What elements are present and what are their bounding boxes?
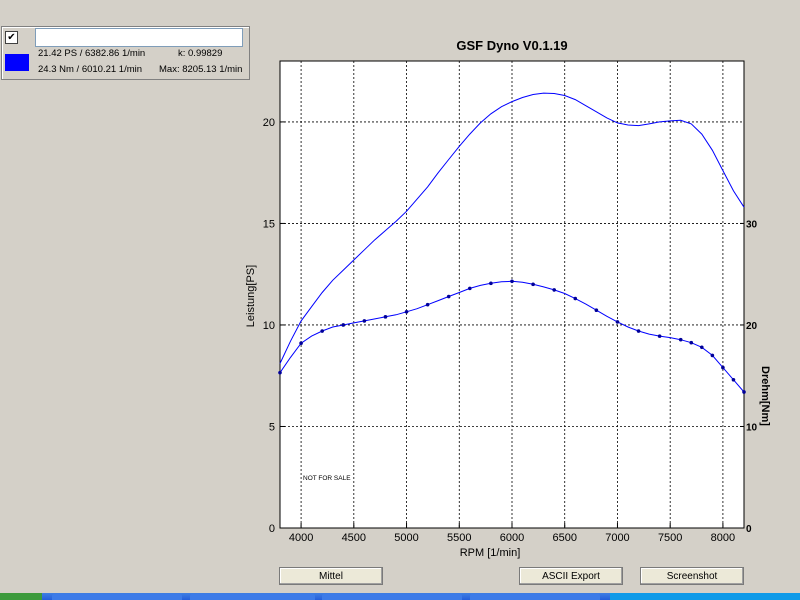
k-factor-readout: k: 0.99829 [178,48,223,59]
torque-data-point [710,353,715,358]
torque-data-point [552,288,556,292]
x-tick-label: 6500 [552,532,576,544]
taskbar-button[interactable] [322,594,462,600]
max-rpm-readout: Max: 8205.13 1/min [159,64,243,75]
x-tick-label: 7000 [605,532,629,544]
power-series-line [279,92,745,364]
torque-data-point [636,329,641,333]
torque-data-point [510,279,514,284]
x-tick-label: 4000 [289,532,313,544]
y2-axis-ticks: 0 10 20 30 [740,219,758,535]
y-axis-ticks: 0 5 10 15 20 [263,117,285,535]
x-axis-label: RPM [1/min] [460,547,521,559]
torque-data-point [657,334,662,338]
start-button[interactable] [0,593,42,600]
legend-panel: ✔ 21.42 PS / 6382.86 1/min k: 0.99829 24… [1,26,250,80]
taskbar-button[interactable] [52,594,182,600]
torque-data-point [689,340,694,345]
watermark-label: NOT FOR SALE [303,475,351,482]
torque-data-point [700,345,704,350]
y-tick-label: 20 [263,117,275,129]
chart-title: GSF Dyno V0.1.19 [456,38,567,53]
series-checkbox[interactable]: ✔ [5,31,18,44]
torque-data-point [468,286,472,291]
taskbar-button[interactable] [190,594,315,600]
torque-data-point [573,296,578,301]
torque-data-point [341,323,346,327]
x-tick-label: 5000 [394,532,418,544]
torque-data-point [278,370,282,375]
power-readout: 21.42 PS / 6382.86 1/min [38,48,146,59]
torque-data-point [489,281,493,286]
torque-readout: 24.3 Nm / 6010.21 1/min [38,64,143,75]
x-tick-label: 6000 [500,532,524,544]
torque-data-point [731,377,736,382]
mittel-button[interactable]: Mittel [279,567,383,585]
y-axis-label: Leistung[PS] [245,265,257,327]
series-color-swatch[interactable] [5,54,29,71]
torque-data-point [678,337,683,342]
ascii-export-button[interactable]: ASCII Export [519,567,623,585]
y2-axis-label: Drehm[Nm] [759,366,771,426]
y2-tick-label: 30 [746,219,758,230]
screenshot-button[interactable]: Screenshot [640,567,744,585]
torque-data-point [721,365,725,370]
x-tick-label: 4500 [342,532,366,544]
torque-data-point [362,319,367,323]
taskbar [0,593,800,600]
torque-data-point [425,302,430,307]
x-axis-ticks: 4000 4500 5000 5500 6000 6500 7000 7500 8000 [289,523,735,544]
torque-data-point [615,320,620,324]
torque-data-point [531,282,535,287]
torque-data-point [446,294,451,299]
torque-data-point [742,390,746,394]
y2-tick-label: 20 [746,321,758,332]
x-tick-label: 8000 [711,532,735,544]
y2-tick-label: 10 [746,422,758,433]
y-tick-label: 5 [269,421,275,433]
series-name-field[interactable] [35,28,243,47]
x-tick-label: 5500 [447,532,471,544]
series-group [278,92,746,394]
system-tray [610,593,800,600]
torque-data-point [320,329,324,333]
y2-tick-label: 0 [746,524,752,535]
taskbar-button[interactable] [470,594,600,600]
torque-data-point [594,308,599,313]
grid-lines [280,61,744,528]
y-tick-label: 10 [263,320,275,332]
torque-data-point [404,309,409,314]
y-tick-label: 15 [263,218,275,230]
x-tick-label: 7500 [658,532,682,544]
y-tick-label: 0 [269,523,275,535]
torque-data-point [299,341,303,346]
torque-data-point [383,315,388,319]
